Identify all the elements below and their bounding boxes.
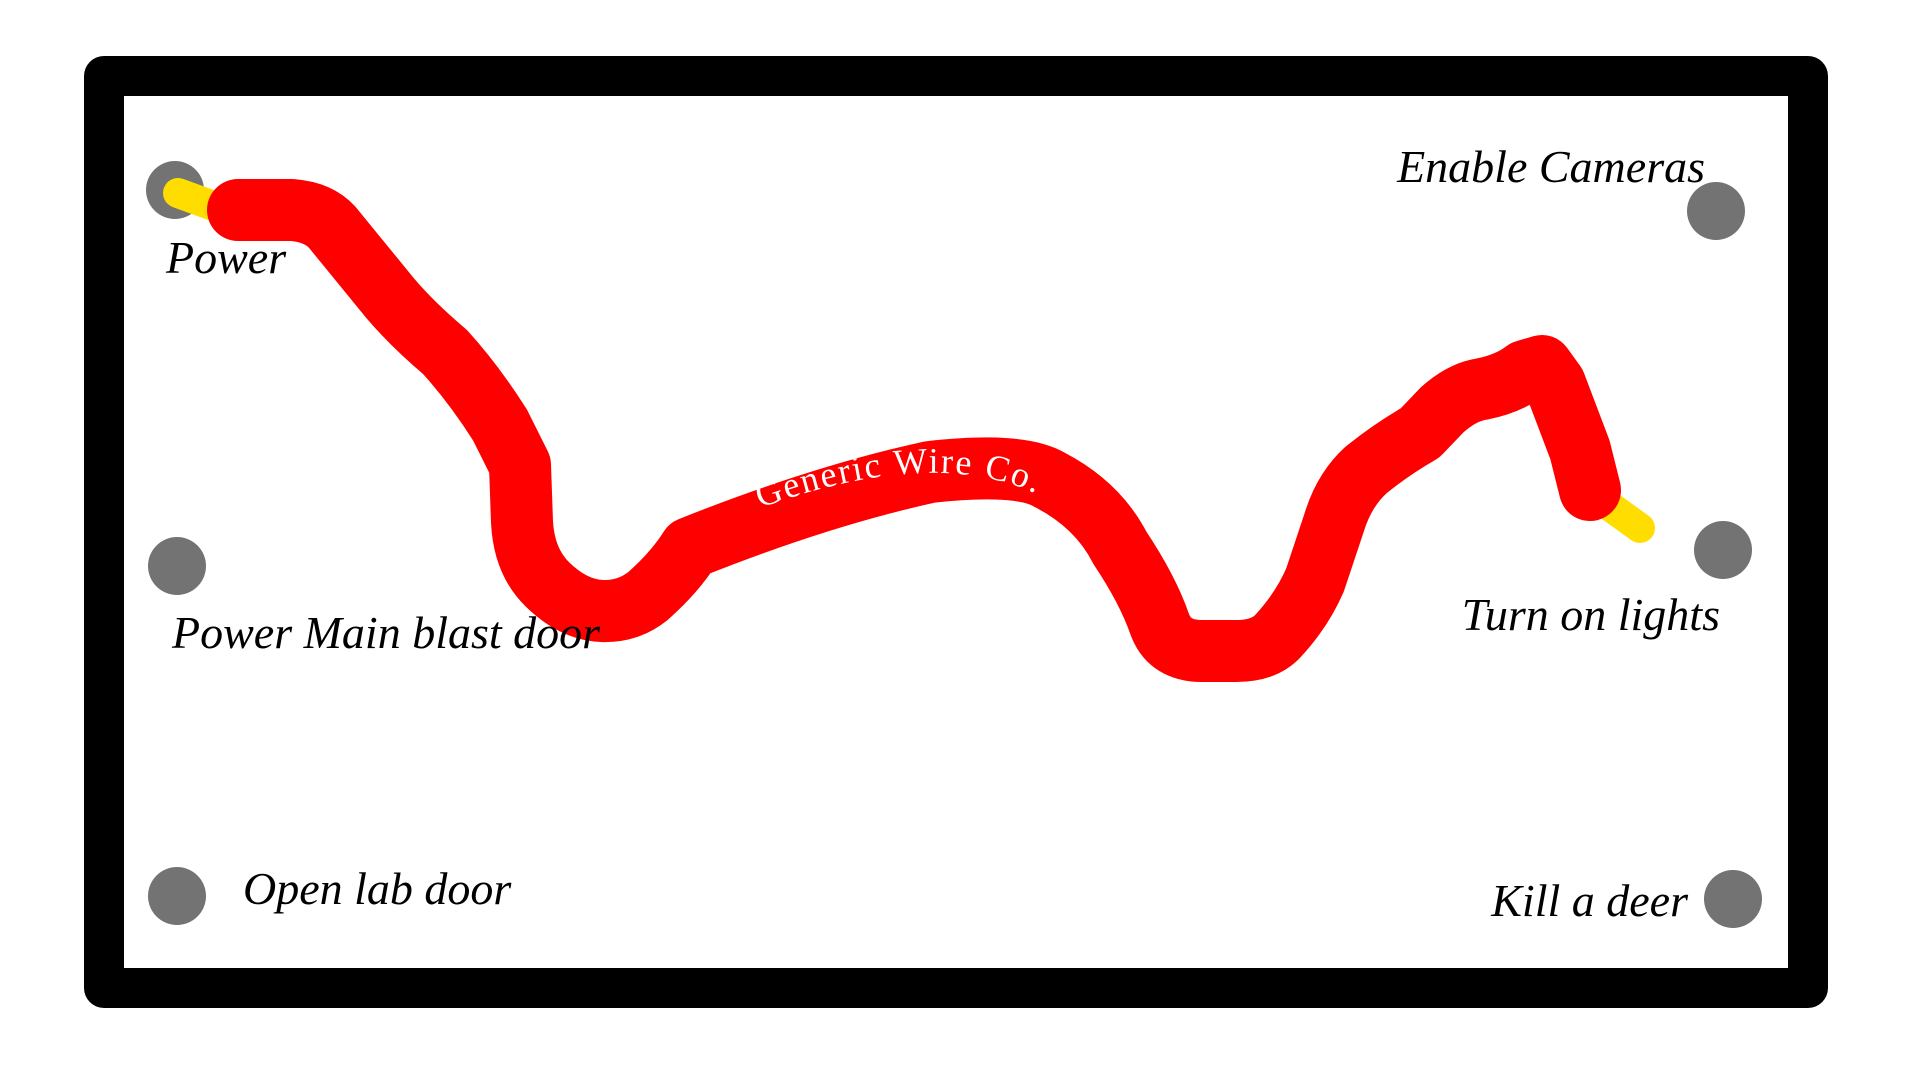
terminal-open-lab-door[interactable]: [148, 867, 206, 925]
label-power: Power: [165, 232, 287, 283]
terminal-turn-on-lights[interactable]: [1694, 521, 1752, 579]
terminal-power-main-blast-door[interactable]: [148, 537, 206, 595]
label-open-lab-door: Open lab door: [243, 863, 512, 914]
label-kill-a-deer: Kill a deer: [1490, 875, 1689, 926]
label-enable-cameras: Enable Cameras: [1396, 141, 1705, 192]
board-frame: [84, 56, 1828, 1008]
label-turn-on-lights: Turn on lights: [1462, 589, 1720, 640]
terminal-kill-a-deer[interactable]: [1704, 870, 1762, 928]
terminal-enable-cameras[interactable]: [1687, 182, 1745, 240]
label-power-main-blast-door: Power Main blast door: [171, 607, 601, 658]
wire[interactable]: [207, 179, 1621, 682]
